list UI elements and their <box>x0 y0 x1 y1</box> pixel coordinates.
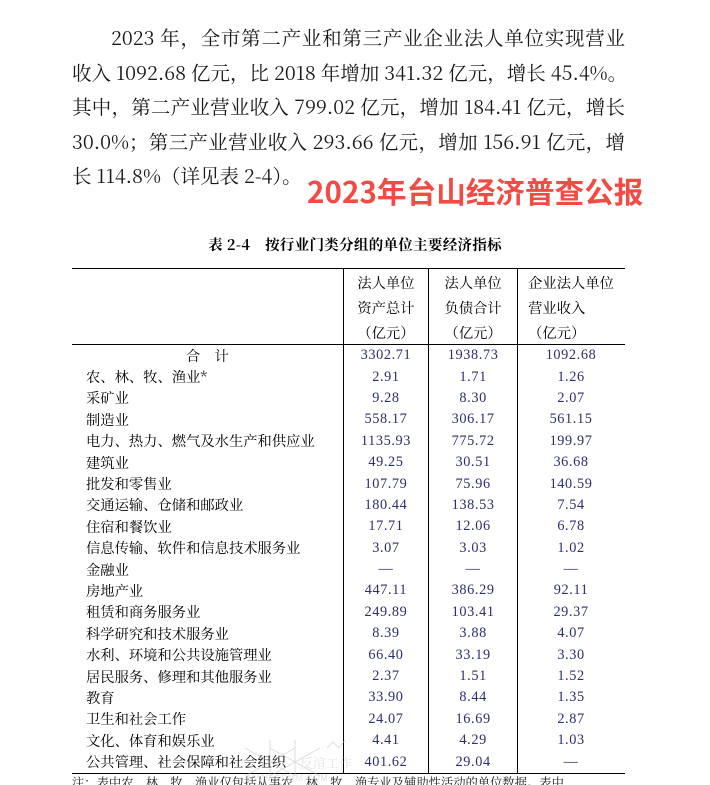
svg-text:WWW.GDMM.COM: WWW.GDMM.COM <box>245 773 328 783</box>
svg-text:反渲工作: 反渲工作 <box>300 753 352 772</box>
